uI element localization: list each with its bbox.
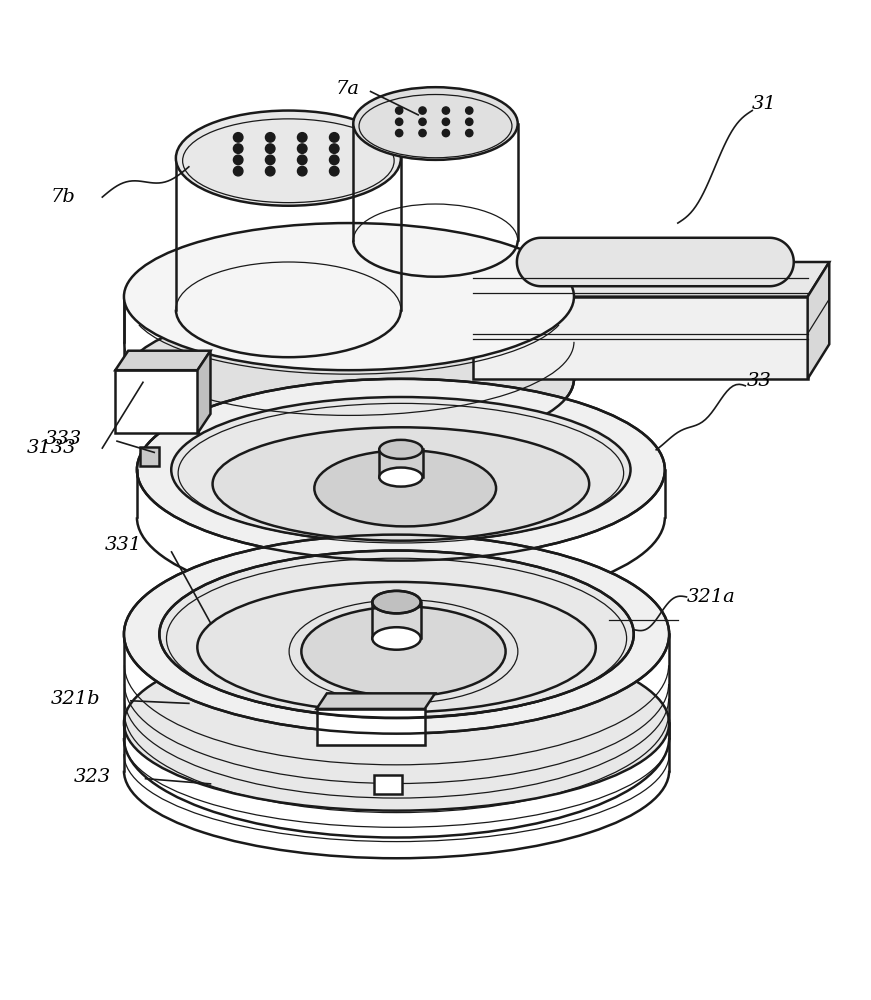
Text: 321b: 321b xyxy=(51,690,100,708)
Circle shape xyxy=(395,107,402,114)
Ellipse shape xyxy=(124,305,574,452)
Ellipse shape xyxy=(124,535,669,734)
Polygon shape xyxy=(115,370,198,433)
Polygon shape xyxy=(198,351,211,433)
Circle shape xyxy=(266,166,275,176)
Text: 33: 33 xyxy=(747,372,772,390)
Ellipse shape xyxy=(379,468,422,487)
Ellipse shape xyxy=(379,440,422,459)
Ellipse shape xyxy=(198,582,596,712)
Circle shape xyxy=(466,107,473,114)
Ellipse shape xyxy=(314,450,496,526)
Circle shape xyxy=(442,129,449,137)
Text: 7b: 7b xyxy=(51,188,75,206)
Ellipse shape xyxy=(137,379,665,561)
Text: 7a: 7a xyxy=(336,80,360,98)
Circle shape xyxy=(419,129,426,137)
Circle shape xyxy=(329,144,339,153)
Circle shape xyxy=(466,118,473,125)
Circle shape xyxy=(442,107,449,114)
Circle shape xyxy=(233,155,243,165)
Text: 3133: 3133 xyxy=(27,439,77,457)
Polygon shape xyxy=(316,693,436,709)
Polygon shape xyxy=(807,262,829,379)
Ellipse shape xyxy=(124,223,574,370)
Circle shape xyxy=(298,155,307,165)
Circle shape xyxy=(266,144,275,153)
Circle shape xyxy=(466,129,473,137)
Polygon shape xyxy=(473,297,807,379)
Ellipse shape xyxy=(354,87,517,160)
Circle shape xyxy=(395,129,402,137)
Ellipse shape xyxy=(372,627,421,650)
Circle shape xyxy=(298,144,307,153)
Circle shape xyxy=(442,118,449,125)
Circle shape xyxy=(233,166,243,176)
Text: 333: 333 xyxy=(44,430,82,448)
Circle shape xyxy=(298,166,307,176)
Ellipse shape xyxy=(124,635,669,811)
Polygon shape xyxy=(473,262,829,297)
Circle shape xyxy=(395,118,402,125)
Circle shape xyxy=(266,133,275,142)
Circle shape xyxy=(419,118,426,125)
Circle shape xyxy=(298,133,307,142)
Text: 321a: 321a xyxy=(686,588,735,606)
Polygon shape xyxy=(374,775,402,794)
Ellipse shape xyxy=(172,397,631,542)
Circle shape xyxy=(233,133,243,142)
Polygon shape xyxy=(517,238,793,286)
Ellipse shape xyxy=(213,427,589,541)
Circle shape xyxy=(329,133,339,142)
Text: 331: 331 xyxy=(105,536,142,554)
Ellipse shape xyxy=(176,111,401,206)
Text: 31: 31 xyxy=(753,95,777,113)
Polygon shape xyxy=(316,709,425,745)
Ellipse shape xyxy=(301,606,505,696)
Circle shape xyxy=(233,144,243,153)
Circle shape xyxy=(266,155,275,165)
Circle shape xyxy=(419,107,426,114)
Text: 323: 323 xyxy=(74,768,111,786)
Ellipse shape xyxy=(372,591,421,613)
Circle shape xyxy=(329,166,339,176)
Ellipse shape xyxy=(159,551,634,718)
Circle shape xyxy=(329,155,339,165)
Polygon shape xyxy=(115,351,211,370)
Polygon shape xyxy=(140,447,159,466)
